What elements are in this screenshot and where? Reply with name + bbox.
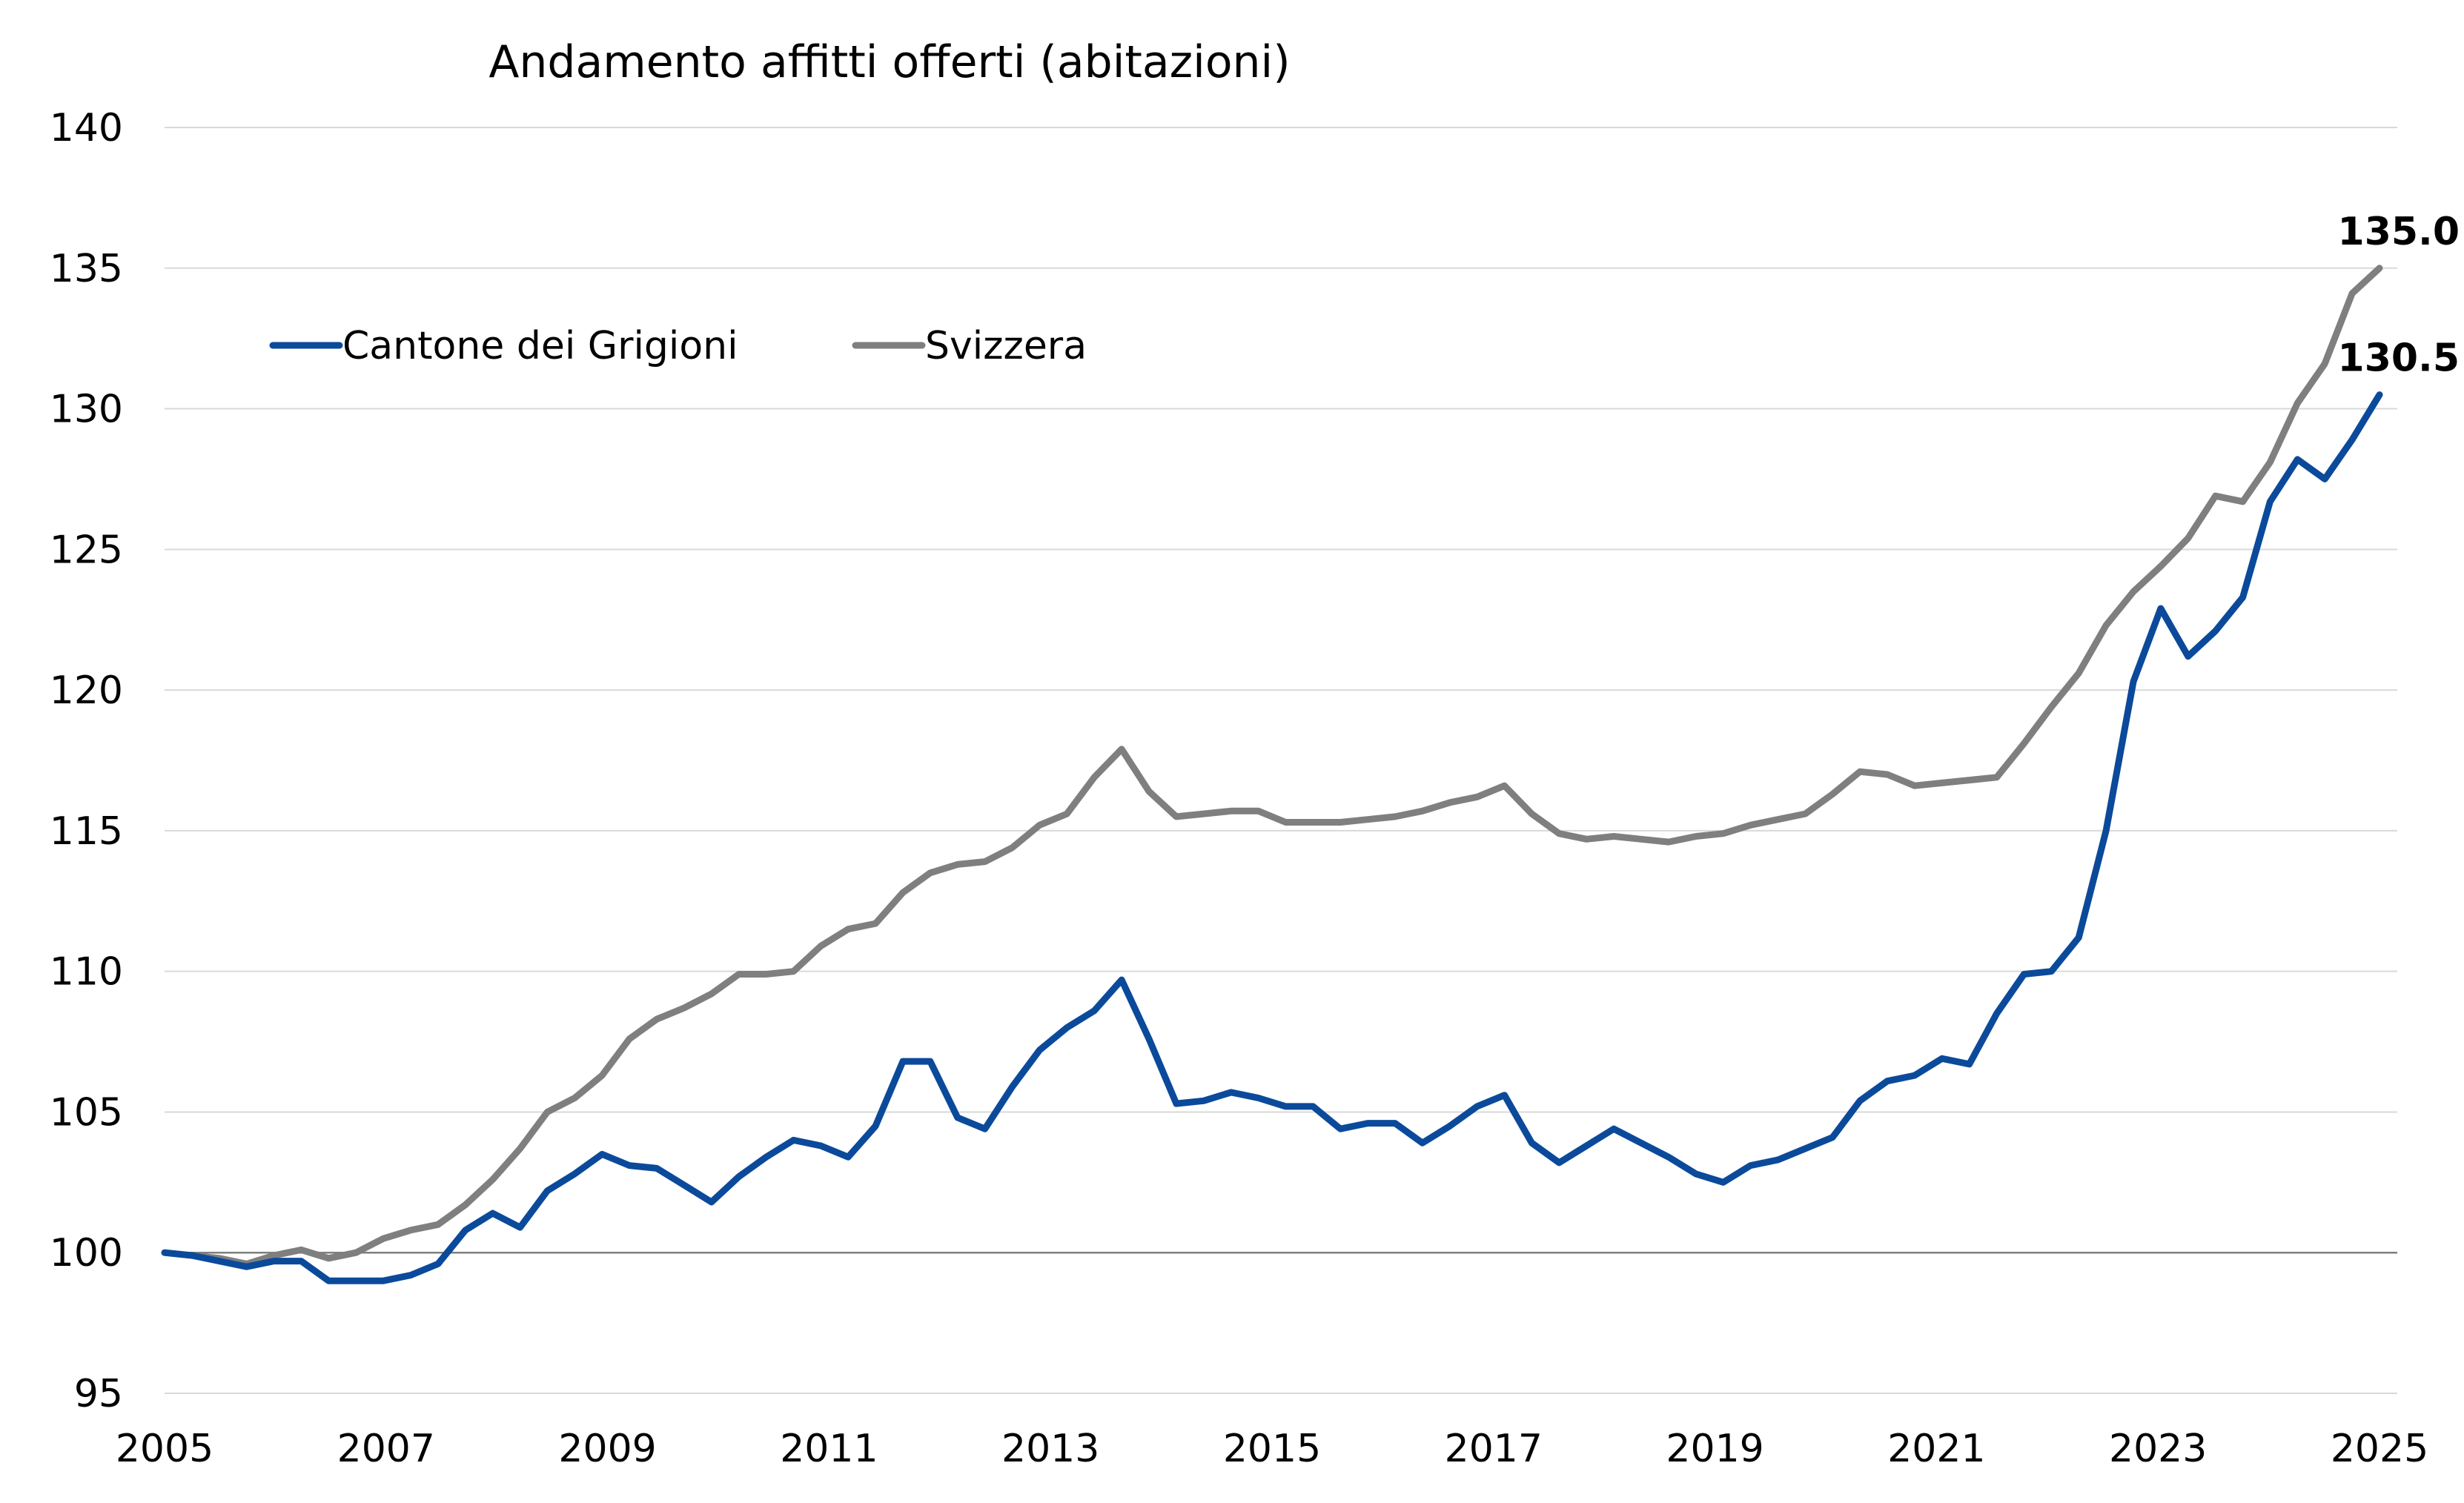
x-tick-label: 2005 [116, 1427, 213, 1471]
end-label-cantone-dei-grigioni: 130.5 [2338, 336, 2460, 381]
legend-label-svizzera: Svizzera [925, 324, 1087, 368]
y-tick-label: 100 [50, 1231, 123, 1275]
x-tick-label: 2025 [2331, 1427, 2428, 1471]
y-tick-label: 120 [50, 668, 123, 713]
x-axis-ticks: 2005 2007 2009 2011 2013 2015 2017 2019 2021 2023… [116, 1427, 2428, 1471]
y-axis-ticks: 95 100 105 110 115 120 125 130 135 140 [50, 106, 123, 1416]
x-tick-label: 2023 [2109, 1427, 2207, 1471]
y-tick-label: 125 [50, 528, 123, 572]
y-tick-label: 95 [74, 1372, 123, 1416]
y-tick-label: 105 [50, 1090, 123, 1135]
y-tick-label: 110 [50, 950, 123, 995]
x-tick-label: 2015 [1223, 1427, 1321, 1471]
x-tick-label: 2021 [1887, 1427, 1985, 1471]
series-line-svizzera [161, 265, 2383, 1267]
y-tick-label: 140 [50, 106, 123, 150]
x-tick-label: 2011 [780, 1427, 878, 1471]
legend: Cantone dei Grigioni Svizzera [269, 324, 1087, 368]
end-label-svizzera: 135.0 [2338, 210, 2460, 254]
x-tick-label: 2007 [337, 1427, 435, 1471]
chart-title: Andamento affitti offerti (abitazioni) [489, 36, 1290, 88]
series-lines [161, 265, 2383, 1284]
legend-label-cantone-dei-grigioni: Cantone dei Grigioni [342, 324, 738, 368]
y-tick-label: 135 [50, 247, 123, 291]
x-tick-label: 2017 [1445, 1427, 1543, 1471]
series-line-cantone-dei-grigioni [161, 391, 2383, 1284]
y-tick-label: 115 [50, 809, 123, 854]
end-value-labels: 135.0 130.5 [2338, 210, 2460, 381]
x-tick-label: 2013 [1001, 1427, 1099, 1471]
x-tick-label: 2009 [558, 1427, 656, 1471]
y-tick-label: 130 [50, 388, 123, 432]
gridlines [165, 127, 2397, 1394]
x-tick-label: 2019 [1666, 1427, 1763, 1471]
